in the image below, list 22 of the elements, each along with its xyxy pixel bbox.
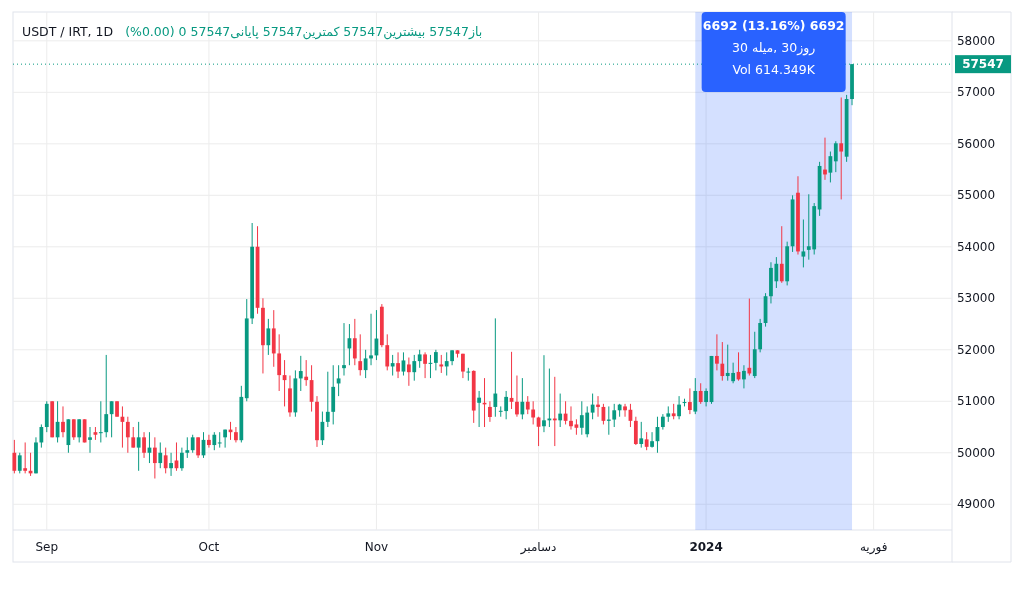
y-tick-label: 52000 — [956, 342, 996, 357]
annotation: روز30 ,میله 30 — [732, 40, 816, 56]
y-tick-label: 51000 — [956, 394, 996, 409]
x-tick-label: Oct — [198, 540, 220, 554]
x-tick-label: Sep — [35, 540, 59, 554]
x-tick-label: فوریه — [859, 540, 888, 555]
y-tick-label: 58000 — [956, 33, 996, 48]
y-tick-label: 53000 — [956, 291, 996, 306]
x-tick-label: 2024 — [689, 540, 723, 554]
ref-line-label: 57547 — [962, 57, 1004, 72]
annotation: 6692 (13.16%) 6692 — [702, 18, 845, 33]
annotation: Vol 614.349K — [732, 62, 816, 77]
y-tick-label: 56000 — [956, 136, 996, 151]
y-tick-label: 57000 — [956, 85, 996, 100]
y-tick-label: 54000 — [956, 239, 996, 254]
y-tick-label: 50000 — [956, 445, 996, 460]
annotation: باز57547 بیشترین57547 کمترین57547 پایانی57547 0 (0.00%) — [125, 24, 483, 40]
y-tick-label: 55000 — [956, 188, 996, 203]
x-tick-label: Nov — [364, 540, 389, 554]
y-tick-label: 49000 — [956, 497, 996, 512]
x-tick-label: دسامبر — [519, 540, 557, 555]
text: USDT / IRT, 1D — [22, 24, 114, 39]
